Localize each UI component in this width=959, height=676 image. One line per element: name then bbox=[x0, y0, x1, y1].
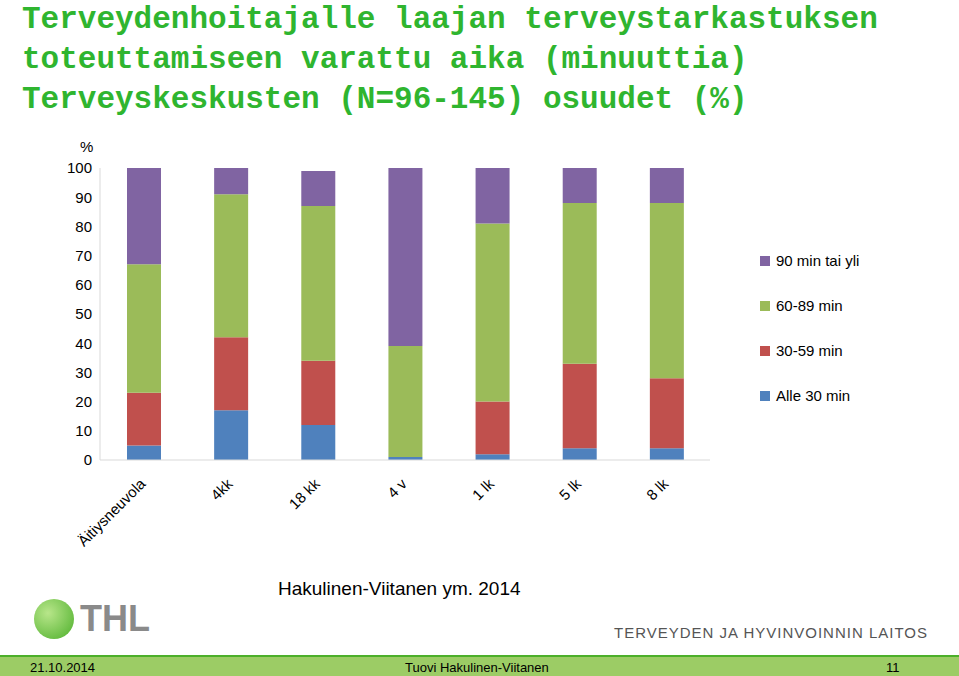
html-text:60-89 min: 60-89 min bbox=[776, 297, 843, 314]
svg-text:20: 20 bbox=[75, 393, 92, 410]
svg-text:4kk: 4kk bbox=[207, 475, 236, 504]
svg-text:5 lk: 5 lk bbox=[556, 475, 585, 504]
svg-text:18 kk: 18 kk bbox=[285, 475, 323, 513]
svg-text:90: 90 bbox=[75, 189, 92, 206]
html-text:Hakulinen-Viitanen ym. 2014: Hakulinen-Viitanen ym. 2014 bbox=[278, 578, 521, 599]
svg-text:0: 0 bbox=[84, 451, 92, 468]
svg-text:60: 60 bbox=[75, 276, 92, 293]
html-text:Tuovi Hakulinen-Viitanen: Tuovi Hakulinen-Viitanen bbox=[405, 660, 549, 675]
html-text:Alle 30 min: Alle 30 min bbox=[776, 387, 851, 404]
html-text:21.10.2014: 21.10.2014 bbox=[30, 660, 96, 675]
svg-text:10: 10 bbox=[75, 422, 92, 439]
html-text:11: 11 bbox=[886, 660, 900, 675]
svg-text:Äitiysneuvola: Äitiysneuvola bbox=[74, 474, 149, 549]
svg-text:40: 40 bbox=[75, 335, 92, 352]
svg-text:50: 50 bbox=[75, 305, 92, 322]
svg-text:4 v: 4 v bbox=[384, 475, 411, 502]
svg-text:30: 30 bbox=[75, 364, 92, 381]
svg-text:1 lk: 1 lk bbox=[469, 475, 498, 504]
html-text:30-59 min: 30-59 min bbox=[776, 342, 843, 359]
html-text:Terveydenhoitajalle laajan ter: Terveydenhoitajalle laajan terveystarkas… bbox=[22, 2, 878, 117]
svg-text:80: 80 bbox=[75, 218, 92, 235]
html-text:TERVEYDEN JA HYVINVOINNIN LAIT: TERVEYDEN JA HYVINVOINNIN LAITOS bbox=[614, 624, 928, 641]
svg-text:70: 70 bbox=[75, 247, 92, 264]
html-text:90 min tai yli: 90 min tai yli bbox=[776, 252, 860, 269]
svg-text:8 lk: 8 lk bbox=[643, 475, 672, 504]
html-text:THL: THL bbox=[80, 598, 150, 639]
svg-text:100: 100 bbox=[67, 159, 92, 176]
